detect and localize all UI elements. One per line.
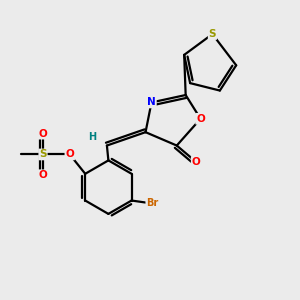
Text: O: O (39, 170, 47, 180)
Text: S: S (209, 29, 216, 39)
Text: O: O (196, 114, 205, 124)
Text: O: O (65, 149, 74, 160)
Text: O: O (192, 157, 200, 167)
Text: S: S (39, 149, 47, 160)
Text: H: H (88, 132, 96, 142)
Text: Br: Br (146, 199, 158, 208)
Text: O: O (39, 129, 47, 139)
Text: N: N (147, 98, 156, 107)
